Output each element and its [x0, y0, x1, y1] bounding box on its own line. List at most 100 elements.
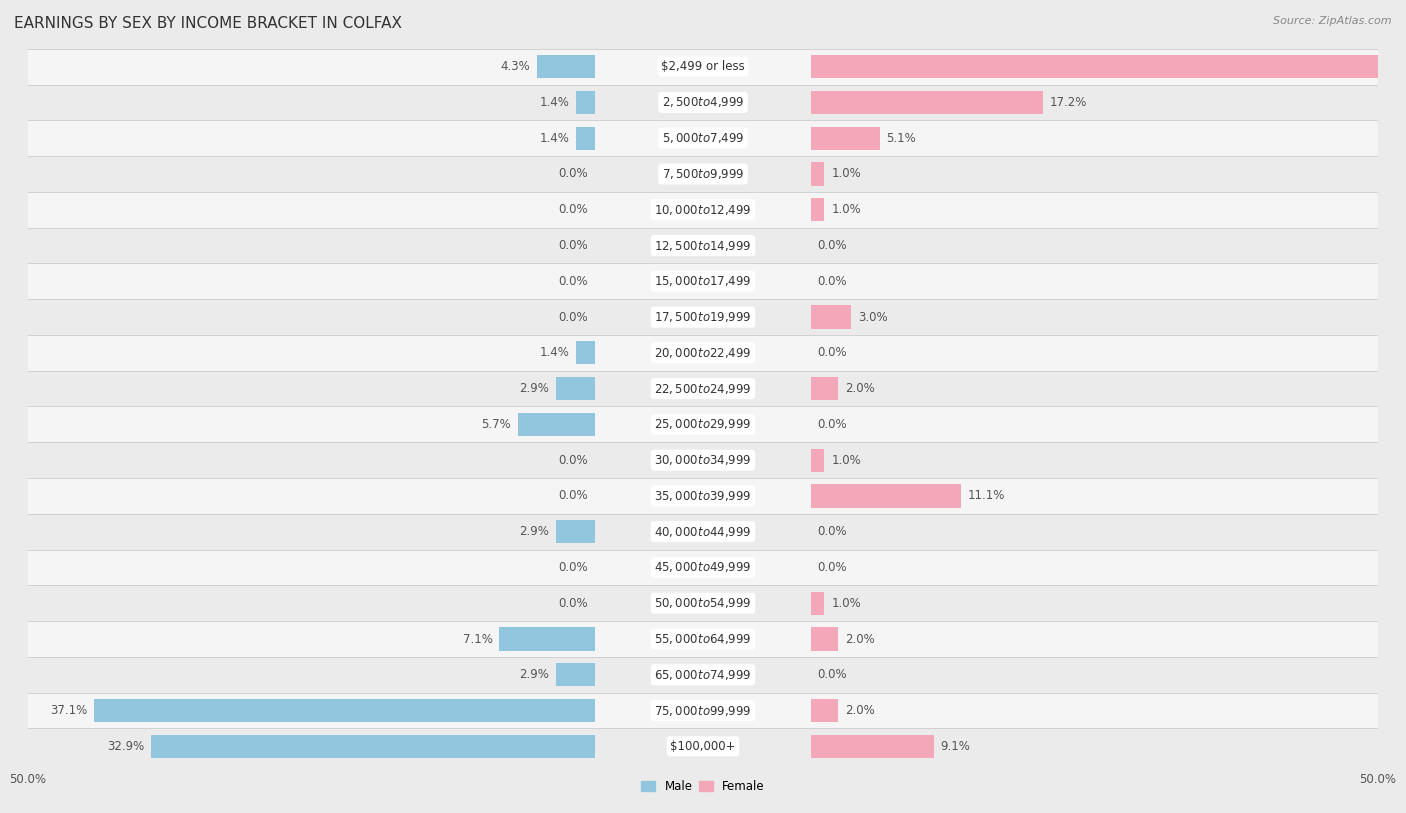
Text: 1.0%: 1.0% [831, 167, 860, 180]
Text: $45,000 to $49,999: $45,000 to $49,999 [654, 560, 752, 575]
Bar [28, 371, 1378, 406]
Text: 11.1%: 11.1% [967, 489, 1005, 502]
Bar [28, 120, 1378, 156]
Bar [555, 377, 595, 400]
Text: $35,000 to $39,999: $35,000 to $39,999 [654, 489, 752, 503]
Bar [28, 228, 1378, 263]
Bar [811, 485, 960, 507]
Bar [555, 663, 595, 686]
Text: $75,000 to $99,999: $75,000 to $99,999 [654, 703, 752, 718]
Text: 0.0%: 0.0% [818, 668, 848, 681]
Bar [811, 449, 824, 472]
Bar [28, 49, 1378, 85]
Bar [28, 156, 1378, 192]
Bar [94, 699, 595, 722]
Text: 0.0%: 0.0% [818, 525, 848, 538]
Bar [28, 192, 1378, 228]
Text: $2,500 to $4,999: $2,500 to $4,999 [662, 95, 744, 110]
Text: 2.0%: 2.0% [845, 704, 875, 717]
Text: 5.1%: 5.1% [887, 132, 917, 145]
Bar [576, 91, 595, 114]
Bar [517, 413, 595, 436]
Text: 5.7%: 5.7% [482, 418, 512, 431]
Text: 2.0%: 2.0% [845, 382, 875, 395]
Bar [28, 406, 1378, 442]
Text: 0.0%: 0.0% [818, 418, 848, 431]
Text: $5,000 to $7,499: $5,000 to $7,499 [662, 131, 744, 146]
Bar [28, 299, 1378, 335]
Text: 0.0%: 0.0% [818, 346, 848, 359]
Bar [28, 693, 1378, 728]
Text: $55,000 to $64,999: $55,000 to $64,999 [654, 632, 752, 646]
Text: 7.1%: 7.1% [463, 633, 492, 646]
Bar [499, 628, 595, 650]
Text: 3.0%: 3.0% [858, 311, 887, 324]
Bar [28, 657, 1378, 693]
Text: 0.0%: 0.0% [558, 167, 588, 180]
Text: 0.0%: 0.0% [558, 239, 588, 252]
Bar [28, 335, 1378, 371]
Bar [28, 442, 1378, 478]
Bar [537, 55, 595, 78]
Text: 37.1%: 37.1% [51, 704, 87, 717]
Bar [811, 628, 838, 650]
Text: 0.0%: 0.0% [818, 275, 848, 288]
Bar [555, 520, 595, 543]
Text: 1.0%: 1.0% [831, 203, 860, 216]
Text: 32.9%: 32.9% [107, 740, 145, 753]
Bar [28, 621, 1378, 657]
Bar [811, 198, 824, 221]
Text: $2,499 or less: $2,499 or less [661, 60, 745, 73]
Bar [811, 592, 824, 615]
Text: 17.2%: 17.2% [1050, 96, 1087, 109]
Text: 0.0%: 0.0% [818, 561, 848, 574]
Text: 0.0%: 0.0% [558, 454, 588, 467]
Bar [811, 306, 852, 328]
Text: 0.0%: 0.0% [818, 239, 848, 252]
Text: 2.9%: 2.9% [519, 668, 550, 681]
Text: $30,000 to $34,999: $30,000 to $34,999 [654, 453, 752, 467]
Text: $50,000 to $54,999: $50,000 to $54,999 [654, 596, 752, 611]
Text: Source: ZipAtlas.com: Source: ZipAtlas.com [1274, 16, 1392, 26]
Bar [811, 163, 824, 185]
Bar [811, 699, 838, 722]
Text: $17,500 to $19,999: $17,500 to $19,999 [654, 310, 752, 324]
Text: 0.0%: 0.0% [558, 489, 588, 502]
Bar [576, 341, 595, 364]
Bar [811, 127, 880, 150]
Text: 2.9%: 2.9% [519, 382, 550, 395]
Text: $40,000 to $44,999: $40,000 to $44,999 [654, 524, 752, 539]
Bar [150, 735, 595, 758]
Text: 0.0%: 0.0% [558, 203, 588, 216]
Text: 1.0%: 1.0% [831, 597, 860, 610]
Text: $10,000 to $12,499: $10,000 to $12,499 [654, 202, 752, 217]
Text: 2.0%: 2.0% [845, 633, 875, 646]
Bar [811, 91, 1043, 114]
Text: 1.4%: 1.4% [540, 132, 569, 145]
Text: 0.0%: 0.0% [558, 311, 588, 324]
Bar [28, 728, 1378, 764]
Bar [28, 85, 1378, 120]
Text: 0.0%: 0.0% [558, 597, 588, 610]
Text: $100,000+: $100,000+ [671, 740, 735, 753]
Text: EARNINGS BY SEX BY INCOME BRACKET IN COLFAX: EARNINGS BY SEX BY INCOME BRACKET IN COL… [14, 16, 402, 31]
Text: $22,500 to $24,999: $22,500 to $24,999 [654, 381, 752, 396]
Bar [28, 478, 1378, 514]
Text: 1.0%: 1.0% [831, 454, 860, 467]
Bar [28, 585, 1378, 621]
Bar [28, 550, 1378, 585]
Text: 0.0%: 0.0% [558, 275, 588, 288]
Text: 2.9%: 2.9% [519, 525, 550, 538]
Bar [28, 263, 1378, 299]
Text: 4.3%: 4.3% [501, 60, 530, 73]
Bar [811, 55, 1406, 78]
Bar [28, 514, 1378, 550]
Text: $15,000 to $17,499: $15,000 to $17,499 [654, 274, 752, 289]
Bar [811, 377, 838, 400]
Text: $65,000 to $74,999: $65,000 to $74,999 [654, 667, 752, 682]
Text: 1.4%: 1.4% [540, 96, 569, 109]
Text: 0.0%: 0.0% [558, 561, 588, 574]
Text: 9.1%: 9.1% [941, 740, 970, 753]
Bar [811, 735, 934, 758]
Text: $7,500 to $9,999: $7,500 to $9,999 [662, 167, 744, 181]
